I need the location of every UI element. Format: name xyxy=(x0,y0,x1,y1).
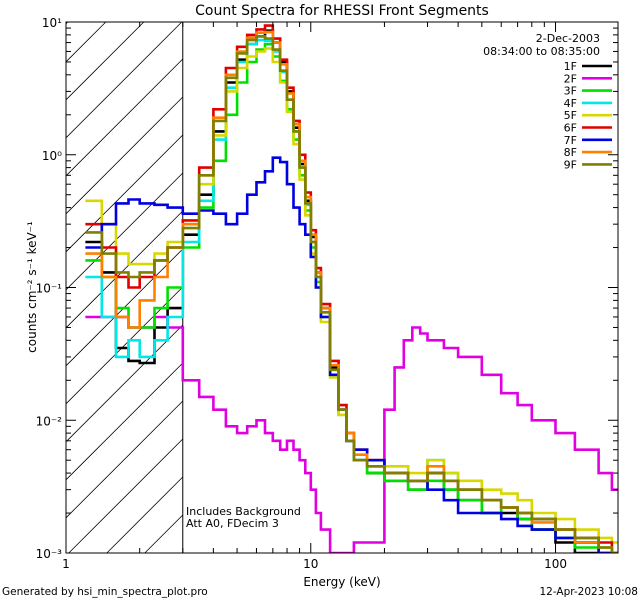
hatch-line xyxy=(65,21,183,139)
x-tick-label: 100 xyxy=(544,557,567,571)
excluded-region-hatch xyxy=(65,21,184,554)
axes: 1 10 100 10¹ 10⁰ 10⁻¹ 10⁻² 10⁻³ xyxy=(36,16,619,571)
hatch-line xyxy=(65,400,184,519)
footer-generated-by: Generated by hsi_min_spectra_plot.pro xyxy=(2,586,208,598)
annotation-background: Includes Background xyxy=(186,505,301,518)
y-axis-title: counts cm⁻² s⁻¹ keV⁻¹ xyxy=(25,221,39,353)
y-tick-label: 10⁻¹ xyxy=(36,282,63,296)
hatch-line xyxy=(144,514,184,554)
hatch-line xyxy=(65,21,107,63)
legend-label: 6F xyxy=(564,122,577,135)
legend-label: 4F xyxy=(564,97,577,110)
legend-label: 8F xyxy=(564,146,577,159)
time-range-label: 08:34:00 to 08:35:00 xyxy=(483,45,600,58)
legend-label: 2F xyxy=(564,72,577,85)
y-tick-label: 10⁰ xyxy=(42,149,62,163)
hatch-line xyxy=(65,172,184,291)
hatch-line xyxy=(106,476,184,554)
annotation-attenuator: Att A0, FDecim 3 xyxy=(186,517,279,530)
legend-label: 3F xyxy=(564,85,577,98)
y-tick-label: 10⁻² xyxy=(36,414,63,428)
x-tick-label: 10 xyxy=(303,557,318,571)
hatch-line xyxy=(65,362,184,481)
date-label: 2-Dec-2003 xyxy=(536,32,600,45)
hatch-line xyxy=(65,324,184,443)
x-tick-label: 1 xyxy=(62,557,70,571)
series-line-9F xyxy=(85,35,618,553)
x-axis-title: Energy (keV) xyxy=(303,575,380,589)
hatch-line xyxy=(65,96,184,215)
hatch-line xyxy=(65,286,184,405)
y-tick-label: 10⁻³ xyxy=(36,547,63,561)
legend-label: 9F xyxy=(564,158,577,171)
hatch-line xyxy=(65,58,184,177)
hatch-line xyxy=(68,438,184,554)
hatch-line xyxy=(65,210,184,329)
y-tick-label: 10¹ xyxy=(42,16,62,30)
series-line-7F xyxy=(85,156,618,553)
legend-label: 7F xyxy=(564,134,577,147)
legend-label: 1F xyxy=(564,60,577,73)
series-line-2F xyxy=(85,315,618,553)
series-layer xyxy=(85,24,618,553)
chart-title: Count Spectra for RHESSI Front Segments xyxy=(195,3,489,19)
hatch-line xyxy=(65,21,145,101)
footer-timestamp: 12-Apr-2023 10:08 xyxy=(539,586,638,598)
legend-label: 5F xyxy=(564,109,577,122)
